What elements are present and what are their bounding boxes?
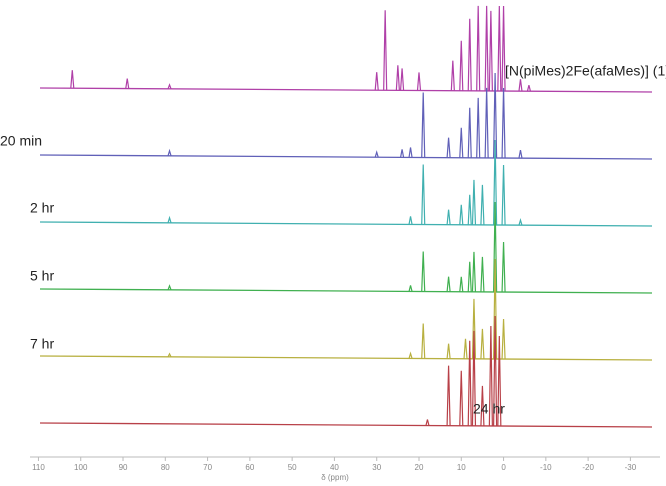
spectrum-peak <box>484 5 489 91</box>
spectrum-peak <box>421 164 426 225</box>
spectrum-peak <box>399 149 405 158</box>
spectrum-peak <box>125 78 130 89</box>
spectrum-peak <box>459 40 464 91</box>
spectrum-peak <box>408 351 413 359</box>
series-label: 5 hr <box>30 268 54 284</box>
spectrum-peak <box>425 419 430 426</box>
spectrum-peak <box>467 261 472 292</box>
spectrum-peak <box>501 88 506 159</box>
spectrum-peak <box>518 79 523 92</box>
series-label: 7 hr <box>30 336 54 352</box>
spectrum-peak <box>467 340 472 426</box>
spectrum-peak <box>501 6 506 92</box>
x-tick-label: 100 <box>74 463 88 472</box>
spectrum-peak <box>471 330 477 426</box>
spectrum-peak <box>374 150 379 158</box>
x-tick-label: 10 <box>457 463 466 472</box>
spectrum-peak <box>518 150 523 159</box>
spectrum-peak <box>501 242 506 293</box>
spectrum-peak <box>476 97 481 158</box>
x-tick-label: 80 <box>161 463 170 472</box>
spectrum-peak <box>463 338 468 359</box>
x-tick-label: -30 <box>625 463 637 472</box>
spectrum-peak <box>167 352 172 358</box>
spectrum-peak <box>421 251 426 292</box>
spectrum-peak <box>459 370 464 426</box>
x-tick-label: 110 <box>32 463 45 472</box>
series-label: 20 min <box>0 133 42 149</box>
spectrum-peak <box>167 83 172 90</box>
spectrum-baseline <box>39 87 653 93</box>
spectrum-peak <box>480 328 485 359</box>
spectrum-peak <box>467 194 472 225</box>
x-tick-label: 40 <box>330 463 339 472</box>
series-label: 24 hr <box>473 401 505 417</box>
spectrum-peak <box>459 204 464 225</box>
spectrum-peak <box>471 298 477 359</box>
spectrum-peak <box>493 139 498 225</box>
spectrum-peak <box>484 87 489 158</box>
spectrum-peak <box>476 5 481 91</box>
spectrum-peak <box>408 216 413 225</box>
spectrum-peak <box>480 385 485 426</box>
spectrum-peak <box>526 85 532 92</box>
x-tick-label: 0 <box>501 463 506 472</box>
spectrum-peak <box>446 343 451 359</box>
spectrum-peak <box>416 72 422 91</box>
spectrum-peak <box>446 365 451 426</box>
spectrum-baseline <box>39 221 653 227</box>
spectrum-peak <box>374 72 379 91</box>
spectrum-baseline <box>39 288 653 294</box>
spectrum-peak <box>408 147 413 158</box>
spectrum-peak <box>167 215 172 224</box>
spectrum-peak <box>471 179 477 225</box>
spectrum-peak <box>467 107 472 158</box>
spectrum-peak <box>421 323 426 359</box>
spectrum-baseline <box>39 422 653 428</box>
x-tick-label: 70 <box>203 463 212 472</box>
x-tick-label: -10 <box>540 463 552 472</box>
x-tick-label: 30 <box>372 463 381 472</box>
spectrum-peak <box>497 335 502 427</box>
spectrum-peak <box>493 72 498 158</box>
spectrum-peak <box>480 256 485 292</box>
x-tick-label: 50 <box>288 463 297 472</box>
spectrum-peak <box>501 319 506 360</box>
x-axis-label: δ (ppm) <box>321 473 349 482</box>
spectrum-peak <box>493 315 498 426</box>
spectrum-peak <box>459 127 464 158</box>
spectrum-peak <box>395 65 400 91</box>
spectrum-peak <box>467 18 472 91</box>
spectrum-peak <box>493 258 498 359</box>
x-tick-label: 60 <box>245 463 254 472</box>
spectrum-baseline <box>39 355 653 361</box>
spectrum-peak <box>167 148 172 157</box>
series-label: [N(piMes)2Fe(afaMes)] (1) <box>505 63 666 79</box>
series-label: 2 hr <box>30 200 54 216</box>
spectrum-peak <box>399 68 405 91</box>
spectrum-peak <box>446 137 451 158</box>
spectrum-peak <box>518 218 523 226</box>
spectrum-peak <box>70 70 75 89</box>
x-tick-label: -20 <box>582 463 594 472</box>
spectrum-peak <box>459 276 464 292</box>
x-tick-label: 90 <box>119 463 128 472</box>
spectrum-peak <box>167 284 172 291</box>
x-tick-label: 20 <box>415 463 424 472</box>
spectrum-peak <box>446 209 451 225</box>
spectrum-peak <box>408 285 413 292</box>
spectrum-peak <box>480 184 485 225</box>
spectrum-peak <box>383 10 388 91</box>
spectrum-peak <box>421 92 426 158</box>
spectrum-peak <box>450 60 455 91</box>
spectrum-peak <box>471 251 477 292</box>
spectrum-baseline <box>39 154 653 160</box>
spectrum-peak <box>501 165 506 226</box>
spectrum-peak <box>488 10 493 91</box>
spectrum-peak <box>446 276 451 292</box>
spectrum-peak <box>497 5 502 92</box>
spectrum-peak <box>493 201 498 292</box>
spectrum-peak <box>488 325 493 426</box>
